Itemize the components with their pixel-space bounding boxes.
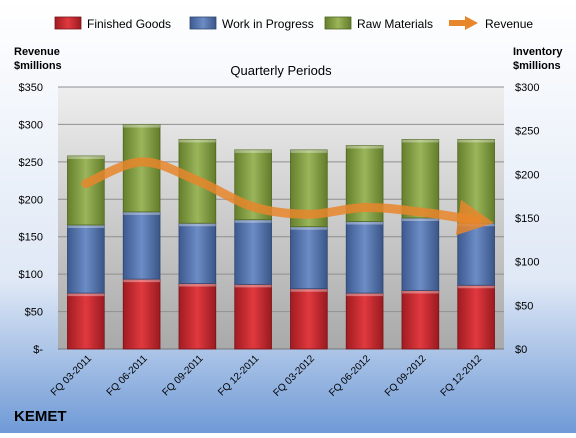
right-axis-ticks: $0 $50 $100 $150 $200 $250 $300 — [515, 82, 539, 356]
bar-top-highlight — [178, 283, 216, 287]
bar-work-in-progress — [345, 221, 384, 294]
left-axis-label-line1: Revenue — [14, 46, 60, 58]
bar-work-in-progress — [290, 226, 328, 290]
bar-top-highlight — [401, 218, 439, 221]
bar-top-highlight — [290, 288, 328, 292]
legend: Finished Goods Work in Progress Raw Materi… — [54, 16, 533, 31]
bar-work-in-progress — [401, 217, 440, 291]
bar-finished-goods — [345, 292, 384, 350]
bar-finished-goods — [178, 283, 217, 350]
bar-finished-goods — [290, 288, 328, 350]
bar-top-highlight — [67, 155, 105, 159]
legend-swatch-revenue-arrow — [465, 16, 478, 30]
bar-top-highlight — [67, 293, 105, 297]
right-tick-label: $250 — [515, 126, 539, 138]
bar-top-highlight — [234, 149, 272, 153]
bar-top-highlight — [346, 293, 384, 297]
left-tick-label: $250 — [19, 157, 43, 169]
revenue-line-layer — [81, 157, 494, 236]
bar-raw-materials — [401, 138, 440, 219]
bar-raw-materials — [457, 138, 495, 224]
bar-work-in-progress — [67, 224, 105, 294]
left-tick-label: $50 — [25, 307, 43, 319]
right-axis-label-line2: $millions — [513, 60, 561, 72]
bar-work-in-progress — [122, 211, 161, 280]
bar-top-highlight — [123, 279, 161, 283]
chart-title: Quarterly Periods — [230, 63, 332, 78]
bar-raw-materials — [67, 155, 105, 226]
bar-top-highlight — [290, 149, 328, 153]
bar-top-highlight — [123, 124, 161, 128]
legend-swatch-finished-goods — [54, 16, 82, 30]
legend-label: Finished Goods — [87, 17, 171, 31]
legend-label: Raw Materials — [357, 17, 433, 31]
bar-work-in-progress — [234, 219, 272, 285]
right-tick-label: $0 — [515, 344, 527, 356]
left-tick-label: $350 — [19, 82, 43, 94]
legend-swatch-raw-materials — [324, 16, 352, 30]
bar-finished-goods — [234, 283, 272, 350]
right-tick-label: $300 — [515, 82, 539, 94]
bar-top-highlight — [346, 221, 384, 225]
bar-work-in-progress — [457, 222, 495, 286]
bar-top-highlight — [234, 219, 272, 223]
bar-top-highlight — [67, 224, 105, 228]
company-name: KEMET — [14, 408, 67, 425]
bar-top-highlight — [346, 145, 384, 149]
right-tick-label: $150 — [515, 213, 539, 225]
bar-top-highlight — [290, 226, 328, 230]
bar-finished-goods — [67, 292, 105, 350]
bar-top-highlight — [401, 139, 439, 143]
left-tick-label: $100 — [19, 269, 43, 281]
right-tick-label: $100 — [515, 257, 539, 269]
bar-work-in-progress — [178, 222, 217, 284]
left-tick-label: $150 — [19, 232, 43, 244]
bar-top-highlight — [178, 223, 216, 227]
bar-top-highlight — [457, 285, 495, 289]
right-axis-label-line1: Inventory — [513, 46, 563, 58]
bar-top-highlight — [234, 284, 272, 288]
right-tick-label: $200 — [515, 169, 539, 181]
left-tick-label: $300 — [19, 119, 43, 131]
legend-label: Revenue — [485, 17, 533, 31]
revenue-line — [81, 157, 494, 236]
bar-top-highlight — [401, 290, 439, 294]
right-tick-label: $50 — [515, 300, 533, 312]
bar-finished-goods — [401, 290, 440, 350]
left-axis-label-line2: $millions — [14, 60, 62, 72]
legend-swatch-work-in-progress — [189, 16, 217, 30]
bar-top-highlight — [457, 139, 495, 143]
left-tick-label: $200 — [19, 194, 43, 206]
bar-top-highlight — [123, 211, 161, 215]
left-tick-label: $- — [33, 344, 43, 356]
legend-label: Work in Progress — [222, 17, 314, 31]
left-axis-ticks: $- $50 $100 $150 $200 $250 $300 $350 — [19, 82, 44, 356]
bar-finished-goods — [122, 278, 161, 350]
bar-finished-goods — [457, 284, 495, 350]
bar-top-highlight — [178, 139, 216, 143]
